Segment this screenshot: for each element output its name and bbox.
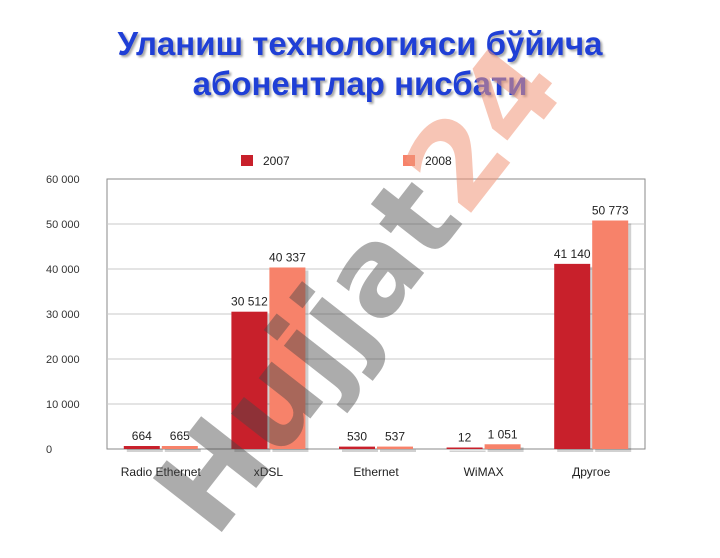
bar-2008 [592, 220, 629, 449]
bar-shadow [380, 449, 416, 452]
bar-2008 [484, 444, 521, 449]
bar-shadow [342, 449, 378, 452]
legend-swatch-2007 [241, 155, 253, 166]
y-tick-label: 60 000 [46, 174, 80, 186]
data-label: 41 140 [554, 247, 591, 261]
data-label: 40 337 [269, 250, 306, 264]
x-tick-label: xDSL [254, 465, 284, 479]
bar-shadow [164, 449, 201, 452]
x-tick-label: Radio Ethernet [121, 465, 202, 479]
data-label: 665 [170, 429, 190, 443]
legend-label: 2007 [263, 154, 290, 168]
data-label: 12 [458, 431, 472, 445]
data-label: 30 512 [231, 295, 268, 309]
legend-label: 2008 [425, 154, 452, 168]
x-tick-label: Ethernet [353, 465, 399, 479]
y-tick-label: 40 000 [46, 264, 80, 276]
bar-2007 [554, 263, 591, 449]
x-tick-label: WiMAX [464, 465, 504, 479]
bar-chart: 0 10 000 20 000 30 000 40 000 50 000 60 000 664… [46, 154, 646, 479]
data-label: 50 773 [592, 204, 629, 218]
bar-2007 [123, 446, 160, 449]
bar-2008 [269, 267, 306, 449]
bar-2007 [231, 311, 268, 449]
title-line-1: Уланиш технологияси бўйича [117, 25, 603, 62]
bar-2007 [339, 446, 375, 449]
data-label: 1 051 [488, 427, 518, 441]
x-tick-label: Другое [572, 465, 610, 479]
y-tick-label: 50 000 [46, 219, 80, 231]
legend-swatch-2008 [403, 155, 415, 166]
y-tick-label: 10 000 [46, 399, 80, 411]
data-label: 537 [385, 430, 405, 444]
bar-shadow [126, 449, 163, 452]
bar-shadow [487, 447, 524, 452]
bar-2008 [377, 446, 413, 449]
bar-2008 [161, 446, 198, 449]
data-label: 530 [347, 430, 367, 444]
y-tick-label: 30 000 [46, 309, 80, 321]
y-tick-label: 20 000 [46, 354, 80, 366]
title-line-2: абонентлар нисбати [192, 65, 528, 102]
y-tick-label: 0 [46, 444, 52, 456]
bar-shadow [449, 450, 486, 452]
data-label: 664 [132, 429, 152, 443]
bar-2007 [446, 447, 483, 449]
slide-title: Уланиш технологияси бўйича абонентлар ни… [0, 24, 720, 104]
